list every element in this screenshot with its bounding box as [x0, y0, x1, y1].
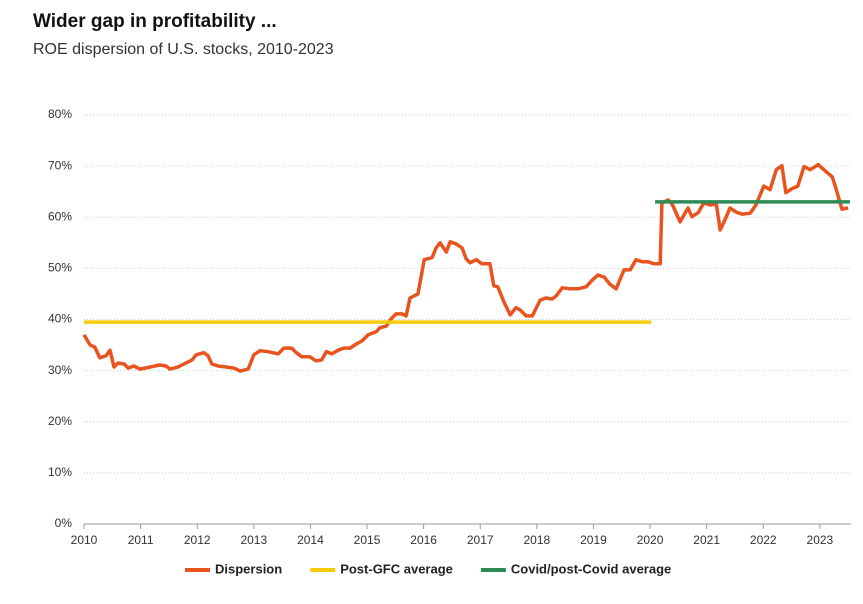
chart-subtitle: ROE dispersion of U.S. stocks, 2010-2023 — [33, 41, 334, 58]
x-tick-label: 2011 — [128, 533, 154, 547]
x-tick-label: 2012 — [184, 533, 211, 547]
y-tick-label: 30% — [48, 363, 72, 377]
y-tick-label: 0% — [55, 516, 73, 530]
y-tick-label: 80% — [48, 107, 72, 121]
y-tick-label: 10% — [48, 465, 72, 479]
x-tick-label: 2013 — [240, 533, 267, 547]
x-tick-label: 2022 — [750, 533, 777, 547]
x-tick-label: 2010 — [71, 533, 98, 547]
legend-label: Post-GFC average — [340, 561, 453, 576]
y-tick-label: 70% — [48, 158, 72, 172]
y-tick-label: 40% — [48, 312, 72, 326]
x-tick-label: 2019 — [580, 533, 607, 547]
legend-label: Covid/post-Covid average — [511, 561, 671, 576]
chart-title: Wider gap in profitability ... — [33, 11, 277, 32]
y-tick-label: 50% — [48, 261, 72, 275]
x-tick-label: 2016 — [410, 533, 437, 547]
series-line — [82, 162, 849, 373]
x-tick-label: 2021 — [693, 533, 720, 547]
x-tick-label: 2020 — [637, 533, 664, 547]
legend-label: Dispersion — [215, 561, 282, 576]
x-tick-label: 2023 — [807, 533, 834, 547]
y-tick-label: 60% — [48, 209, 72, 223]
x-tick-label: 2017 — [467, 533, 494, 547]
x-tick-label: 2018 — [523, 533, 550, 547]
x-tick-label: 2014 — [297, 533, 324, 547]
y-tick-label: 20% — [48, 414, 72, 428]
x-tick-label: 2015 — [354, 533, 381, 547]
